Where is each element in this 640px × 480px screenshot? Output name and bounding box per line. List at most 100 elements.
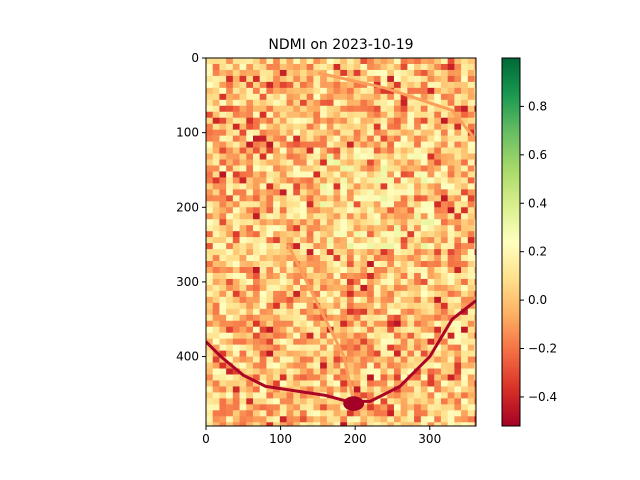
heatmap-cell	[252, 410, 260, 417]
heatmap-cell	[226, 422, 234, 426]
heatmap-cell	[380, 225, 388, 232]
heatmap-cell	[427, 296, 435, 304]
heatmap-cell	[474, 117, 476, 124]
heatmap-cell	[326, 386, 334, 393]
heatmap-cell	[212, 93, 220, 101]
heatmap-cell	[360, 105, 368, 113]
heatmap-cell	[333, 123, 341, 130]
heatmap-cell	[474, 225, 476, 232]
heatmap-cell	[420, 69, 428, 77]
heatmap-cell	[393, 117, 401, 124]
heatmap-cell	[407, 237, 415, 244]
heatmap-cell	[206, 81, 214, 89]
heatmap-cell	[232, 374, 240, 381]
heatmap-cell	[232, 147, 240, 154]
heatmap-cell	[239, 69, 247, 77]
heatmap-cell	[440, 195, 448, 202]
heatmap-cell	[266, 219, 274, 226]
heatmap-cell	[414, 374, 422, 381]
heatmap-cell	[427, 398, 435, 405]
heatmap-cell	[326, 374, 334, 381]
heatmap-cell	[414, 272, 422, 280]
heatmap-cell	[266, 231, 274, 238]
heatmap-cell	[286, 362, 294, 369]
heatmap-cell	[313, 338, 321, 345]
heatmap-cell	[393, 368, 401, 375]
heatmap-cell	[380, 177, 388, 184]
heatmap-cell	[400, 147, 408, 154]
heatmap-cell	[273, 261, 281, 268]
road-feature	[286, 243, 357, 410]
heatmap-cell	[400, 344, 408, 351]
heatmap-cell	[246, 165, 254, 172]
heatmap-cell	[320, 237, 328, 244]
heatmap-cell	[232, 159, 240, 166]
heatmap-cell	[333, 386, 341, 393]
heatmap-cell	[393, 135, 401, 142]
heatmap-cell	[400, 69, 408, 77]
heatmap-cell	[313, 147, 321, 154]
heatmap-cell	[219, 392, 227, 399]
heatmap-cell	[279, 58, 287, 65]
heatmap-cell	[279, 362, 287, 369]
heatmap-cell	[427, 368, 435, 375]
heatmap-cell	[467, 308, 475, 316]
heatmap-cell	[346, 165, 354, 172]
heatmap-cell	[246, 129, 254, 136]
heatmap-cell	[407, 159, 415, 166]
heatmap-cell	[407, 63, 415, 71]
heatmap-cell	[427, 326, 435, 333]
heatmap-cell	[367, 171, 375, 178]
heatmap-cell	[353, 135, 361, 142]
heatmap-cell	[414, 177, 422, 184]
heatmap-cell	[380, 410, 388, 417]
heatmap-cell	[400, 243, 408, 250]
heatmap-cell	[467, 261, 475, 268]
heatmap-cell	[306, 422, 314, 426]
heatmap-cell	[326, 159, 334, 166]
heatmap-cell	[212, 374, 220, 381]
heatmap-cell	[400, 290, 408, 298]
heatmap-cell	[259, 165, 267, 172]
heatmap-cell	[461, 314, 469, 322]
heatmap-cell	[346, 261, 354, 268]
heatmap-cell	[226, 153, 234, 160]
heatmap-cell	[259, 171, 267, 178]
heatmap-cell	[440, 344, 448, 351]
heatmap-cell	[239, 207, 247, 214]
heatmap-cell	[340, 290, 348, 298]
heatmap-cell	[400, 314, 408, 322]
heatmap-cell	[367, 416, 375, 423]
heatmap-cell	[212, 105, 220, 113]
heatmap-cell	[259, 219, 267, 226]
heatmap-cell	[279, 153, 287, 160]
heatmap-cell	[206, 338, 214, 345]
heatmap-cell	[360, 207, 368, 214]
heatmap-cell	[206, 308, 214, 316]
heatmap-cell	[434, 356, 442, 363]
heatmap-cell	[206, 183, 214, 190]
heatmap-cell	[440, 267, 448, 274]
heatmap-cell	[420, 308, 428, 316]
heatmap-cell	[219, 308, 227, 316]
heatmap-cell	[219, 320, 227, 328]
heatmap-cell	[420, 249, 428, 256]
heatmap-cell	[414, 422, 422, 426]
heatmap-cell	[387, 75, 395, 83]
heatmap-cell	[326, 141, 334, 148]
heatmap-cell	[212, 278, 220, 286]
heatmap-cell	[360, 368, 368, 375]
heatmap-cell	[252, 129, 260, 136]
heatmap-cell	[299, 368, 307, 375]
heatmap-cell	[206, 159, 214, 166]
heatmap-cell	[434, 261, 442, 268]
heatmap-cell	[293, 326, 301, 333]
heatmap-cell	[400, 189, 408, 196]
heatmap-cell	[407, 422, 415, 426]
heatmap-cell	[239, 93, 247, 101]
heatmap-cell	[219, 404, 227, 411]
heatmap-cell	[474, 123, 476, 130]
heatmap-cell	[353, 332, 361, 339]
heatmap-cell	[420, 332, 428, 339]
heatmap-cell	[206, 201, 214, 208]
